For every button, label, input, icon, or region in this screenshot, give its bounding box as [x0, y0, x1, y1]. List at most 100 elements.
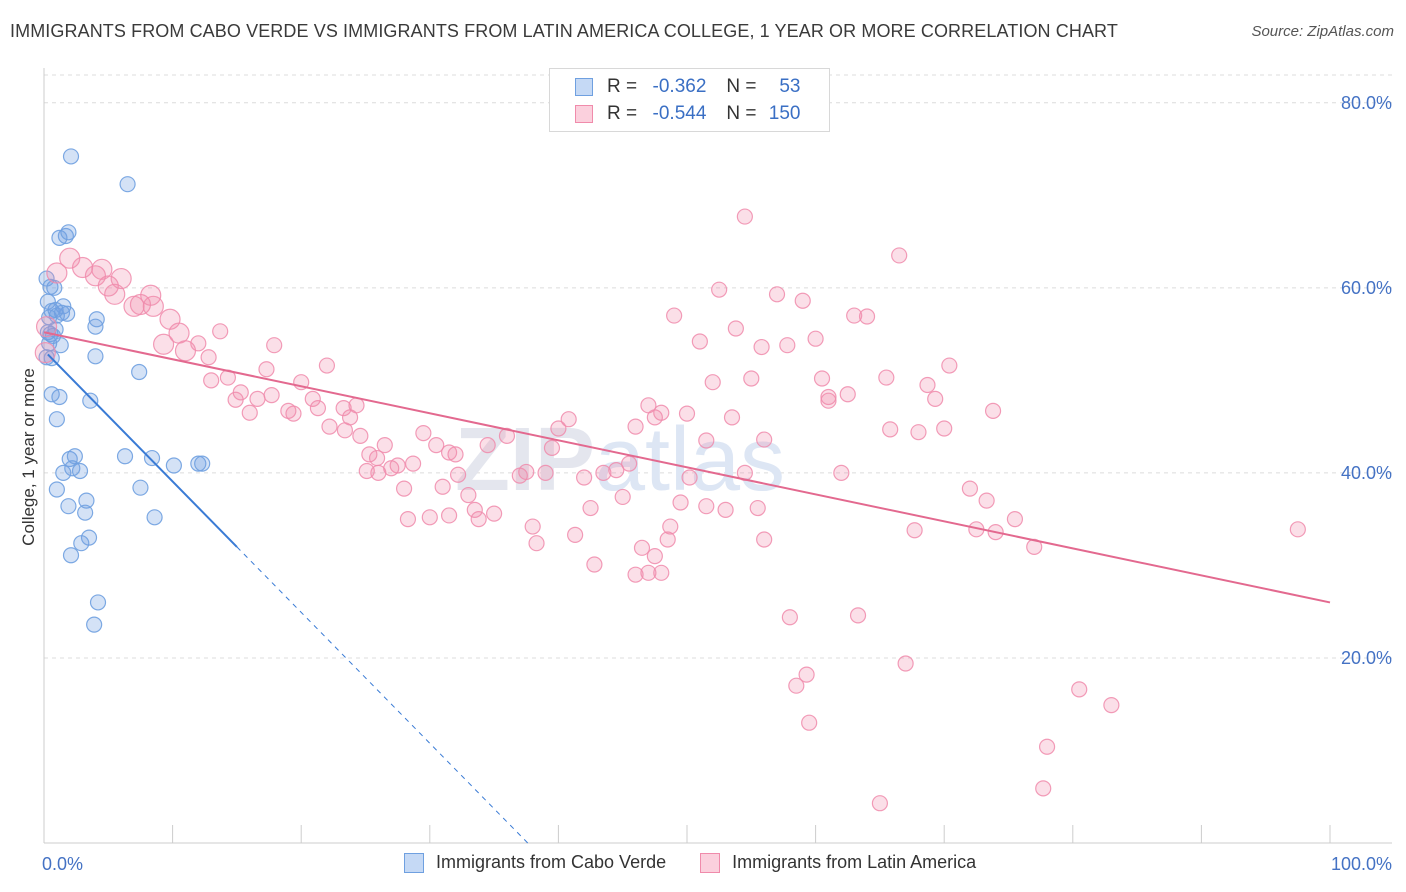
point-latin-america — [537, 464, 554, 481]
point-latin-america — [659, 531, 676, 548]
point-latin-america — [833, 464, 850, 481]
point-cabo-verde — [62, 547, 80, 564]
point-latin-america — [891, 247, 908, 264]
point-latin-america — [285, 405, 302, 422]
legend-swatch-cabo-verde — [404, 852, 424, 873]
point-cabo-verde — [60, 498, 77, 515]
point-latin-america — [756, 531, 773, 548]
point-latin-america — [586, 556, 603, 573]
legend-row-latin-america: R = -0.544 N = 150 — [550, 101, 801, 127]
point-latin-america — [897, 655, 914, 672]
point-latin-america — [518, 463, 535, 481]
point-latin-america — [46, 262, 68, 284]
point-latin-america — [678, 405, 696, 422]
x-tick-label: 100.0% — [1331, 854, 1392, 874]
trend-line-latin-america — [43, 331, 1331, 604]
point-latin-america — [794, 292, 811, 309]
point-cabo-verde — [66, 448, 83, 465]
point-cabo-verde — [87, 348, 104, 365]
y-tick-label: 40.0% — [1341, 463, 1392, 483]
point-latin-america — [820, 392, 837, 409]
series-latin-america-points — [34, 208, 1306, 812]
point-cabo-verde — [190, 455, 207, 472]
point-latin-america — [576, 469, 593, 486]
y-tick-label: 60.0% — [1341, 278, 1392, 298]
legend-n-label: N = — [726, 103, 757, 124]
point-latin-america — [717, 501, 734, 518]
point-cabo-verde — [60, 224, 77, 241]
point-latin-america — [1035, 780, 1052, 797]
point-latin-america — [704, 374, 721, 391]
point-latin-america — [698, 432, 715, 449]
point-latin-america — [434, 478, 451, 495]
point-latin-america — [595, 464, 612, 481]
point-latin-america — [1006, 511, 1024, 528]
point-latin-america — [614, 488, 631, 506]
point-latin-america — [91, 258, 113, 280]
point-latin-america — [1038, 738, 1056, 755]
point-latin-america — [152, 333, 175, 355]
point-latin-america — [727, 320, 744, 337]
point-latin-america — [753, 338, 770, 356]
correlation-legend: R = -0.362 N = 53 R = -0.544 N = 150 — [549, 68, 830, 132]
point-cabo-verde — [119, 176, 136, 193]
point-latin-america — [788, 677, 805, 694]
legend-label-cabo-verde: Immigrants from Cabo Verde — [436, 852, 667, 872]
point-latin-america — [404, 455, 422, 472]
point-latin-america — [646, 409, 663, 426]
point-latin-america — [779, 337, 796, 354]
point-cabo-verde — [55, 464, 72, 481]
legend-n-label: N = — [726, 76, 757, 97]
point-cabo-verde — [194, 455, 211, 472]
point-latin-america — [646, 548, 663, 565]
legend-row-cabo-verde: R = -0.362 N = 53 — [550, 74, 801, 100]
point-latin-america — [801, 714, 818, 731]
point-cabo-verde — [131, 363, 148, 381]
point-latin-america — [266, 337, 283, 354]
point-latin-america — [927, 390, 944, 407]
legend-r-value-latin-america: -0.544 — [652, 103, 707, 124]
point-latin-america — [691, 333, 708, 350]
point-latin-america — [200, 349, 217, 366]
point-latin-america — [820, 388, 837, 406]
point-latin-america — [352, 427, 369, 444]
point-latin-america — [263, 387, 280, 404]
point-cabo-verde — [82, 392, 99, 409]
legend-n-value-cabo-verde: 53 — [779, 76, 801, 97]
point-latin-america — [768, 286, 786, 303]
point-latin-america — [460, 486, 477, 504]
point-latin-america — [627, 566, 644, 583]
point-latin-america — [698, 498, 715, 515]
point-latin-america — [428, 437, 445, 454]
point-cabo-verde — [146, 509, 163, 526]
point-latin-america — [449, 466, 467, 483]
point-cabo-verde — [78, 492, 95, 509]
point-latin-america — [813, 370, 831, 387]
point-cabo-verde — [51, 388, 68, 406]
point-latin-america — [470, 511, 487, 528]
point-latin-america — [466, 501, 483, 518]
point-latin-america — [227, 391, 244, 408]
point-latin-america — [142, 295, 164, 317]
point-latin-america — [249, 390, 266, 407]
point-latin-america — [1071, 681, 1088, 698]
legend-swatch-latin-america — [700, 852, 721, 873]
point-cabo-verde — [62, 148, 80, 165]
point-latin-america — [672, 494, 689, 511]
trend-line-cabo-verde-extension — [236, 546, 529, 844]
point-latin-america — [627, 418, 644, 435]
point-latin-america — [919, 376, 936, 394]
y-tick-label: 20.0% — [1341, 648, 1392, 668]
point-cabo-verde — [87, 318, 104, 335]
point-latin-america — [756, 431, 773, 448]
point-latin-america — [978, 492, 995, 509]
point-latin-america — [395, 480, 413, 497]
tick-labels: 20.0% 40.0% 60.0% 80.0% 0.0% 100.0% — [42, 93, 1392, 874]
point-latin-america — [984, 402, 1002, 419]
point-latin-america — [839, 386, 856, 403]
point-latin-america — [415, 424, 432, 442]
point-latin-america — [1289, 521, 1306, 538]
point-latin-america — [440, 507, 458, 524]
point-cabo-verde — [165, 457, 182, 474]
